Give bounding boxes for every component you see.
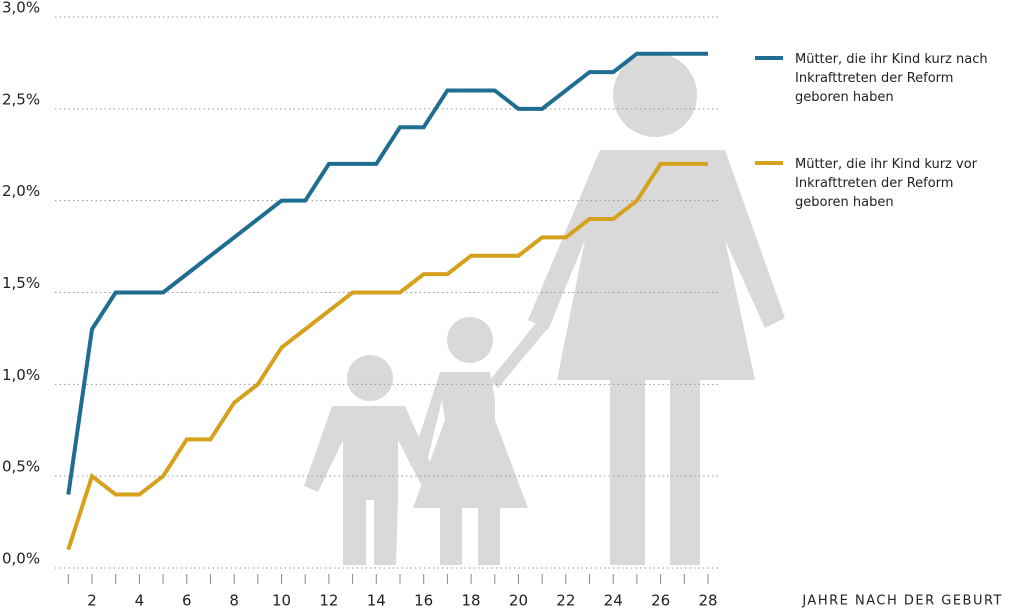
x-tick-label: 6 xyxy=(182,592,192,610)
x-tick-label: 14 xyxy=(367,592,386,610)
x-tick-label: 22 xyxy=(556,592,575,610)
y-tick-label: 2,0% xyxy=(2,182,40,200)
x-tick-label: 18 xyxy=(462,592,481,610)
x-axis-label: JAHRE NACH DER GEBURT xyxy=(801,594,1003,609)
legend-entry: Mütter, die ihr Kind kurz nach Inkrafttr… xyxy=(795,50,1000,107)
x-tick-label: 12 xyxy=(319,592,338,610)
x-tick-label: 16 xyxy=(414,592,433,610)
y-tick-label: 0,0% xyxy=(2,550,40,568)
y-tick-label: 2,5% xyxy=(2,90,40,108)
page: {"chart_data": {"type": "line", "x": [1,… xyxy=(0,0,1016,610)
y-tick-label: 1,5% xyxy=(2,274,40,292)
x-tick-label: 20 xyxy=(509,592,528,610)
legend-entry: Mütter, die ihr Kind kurz vor Inkrafttre… xyxy=(795,155,1000,212)
y-tick-label: 0,5% xyxy=(2,458,40,476)
y-tick-label: 1,0% xyxy=(2,366,40,384)
x-tick-label: 24 xyxy=(604,592,623,610)
silhouettes xyxy=(304,53,785,565)
x-tick-label: 8 xyxy=(229,592,239,610)
x-tick-label: 4 xyxy=(135,592,145,610)
x-tick-label: 28 xyxy=(698,592,717,610)
x-tick-label: 26 xyxy=(651,592,670,610)
x-tick-label: 10 xyxy=(272,592,291,610)
y-tick-label: 3,0% xyxy=(2,0,40,17)
x-tick-label: 2 xyxy=(87,592,97,610)
